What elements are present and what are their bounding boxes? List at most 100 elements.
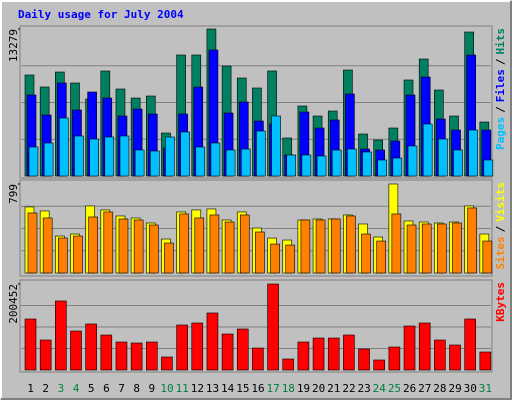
bar	[118, 218, 129, 274]
x-tick-label: 16	[251, 382, 264, 395]
bar	[209, 214, 220, 274]
bar	[225, 149, 236, 177]
legend-label: Files	[494, 69, 507, 102]
bar	[73, 235, 83, 274]
x-tick-label: 17	[267, 382, 280, 395]
x-tick-label: 27	[418, 382, 431, 395]
x-tick-label: 26	[403, 382, 416, 395]
x-tick-label: 22	[342, 382, 355, 395]
bar	[482, 240, 493, 274]
x-tick-label: 8	[133, 382, 140, 395]
x-tick-label: 24	[373, 382, 387, 395]
x-tick-label: 7	[118, 382, 125, 395]
bar	[452, 222, 462, 274]
bar	[115, 341, 128, 371]
bar	[286, 154, 297, 177]
x-tick-label: 4	[73, 382, 80, 395]
bar	[236, 328, 249, 371]
x-tick-label: 15	[236, 382, 249, 395]
bar	[224, 221, 235, 274]
bar	[285, 244, 296, 274]
bar	[267, 283, 279, 371]
bar	[43, 142, 54, 177]
y-tick-label: 13279	[7, 29, 20, 62]
x-tick-label: 12	[191, 382, 204, 395]
bar	[149, 150, 160, 177]
x-tick-label: 18	[282, 382, 295, 395]
bar	[358, 348, 370, 371]
bar	[392, 157, 403, 177]
x-tick-label: 3	[58, 382, 65, 395]
bar	[100, 334, 113, 371]
bar	[70, 330, 82, 371]
bar	[312, 337, 325, 371]
bar	[270, 243, 280, 274]
bar	[437, 223, 447, 274]
bar	[421, 223, 432, 274]
bar	[377, 159, 388, 177]
legend-label: Sites	[494, 236, 507, 269]
bar	[346, 215, 356, 274]
x-tick-label: 28	[433, 382, 446, 395]
bar	[28, 146, 39, 177]
bar	[347, 148, 357, 177]
bar	[164, 242, 174, 274]
bar	[422, 123, 433, 177]
x-tick-label: 1	[27, 382, 34, 395]
legend-label: Pages	[494, 117, 507, 150]
legend: KBytes	[494, 282, 507, 322]
legend: Sites / Visits	[494, 182, 507, 270]
y-tick-label: 799	[7, 184, 20, 204]
bar	[145, 341, 158, 371]
bar	[467, 207, 477, 274]
bar	[176, 324, 188, 371]
bar	[343, 334, 355, 371]
bar	[194, 217, 205, 274]
chart-title: Daily usage for July 2004	[18, 8, 184, 21]
bar	[89, 138, 99, 177]
bar	[239, 214, 250, 274]
bar	[161, 356, 173, 371]
bar	[104, 136, 115, 177]
bar	[88, 216, 98, 274]
legend-separator: /	[494, 225, 507, 232]
bar	[85, 323, 97, 371]
bar	[406, 224, 417, 274]
bar	[282, 358, 295, 371]
bar	[301, 154, 312, 177]
x-tick-label: 20	[312, 382, 325, 395]
legend-separator: /	[494, 106, 507, 113]
legend-label: Hits	[494, 28, 507, 55]
bar	[315, 219, 326, 274]
bar	[438, 138, 448, 177]
bar	[418, 322, 431, 371]
bar	[361, 233, 371, 274]
bar	[42, 217, 53, 274]
x-tick-label: 14	[221, 382, 235, 395]
bar	[449, 344, 461, 371]
bar	[119, 135, 130, 177]
bar	[59, 117, 69, 177]
x-tick-label: 23	[358, 382, 371, 395]
x-tick-label: 29	[448, 382, 461, 395]
x-tick-label: 19	[297, 382, 310, 395]
bar	[252, 347, 264, 371]
bar	[362, 151, 372, 177]
bar	[479, 351, 492, 371]
y-tick-label: 200452	[7, 284, 20, 324]
bar	[407, 145, 418, 177]
bar	[391, 213, 402, 274]
bar	[58, 237, 68, 274]
x-tick-label: 9	[149, 382, 156, 395]
x-tick-label: 2	[42, 382, 49, 395]
legend-label: Visits	[494, 182, 507, 222]
bar	[434, 339, 446, 371]
bar	[165, 136, 175, 177]
bar	[240, 148, 251, 177]
bar	[327, 337, 340, 371]
legend: Pages / Files / Hits	[494, 28, 507, 150]
